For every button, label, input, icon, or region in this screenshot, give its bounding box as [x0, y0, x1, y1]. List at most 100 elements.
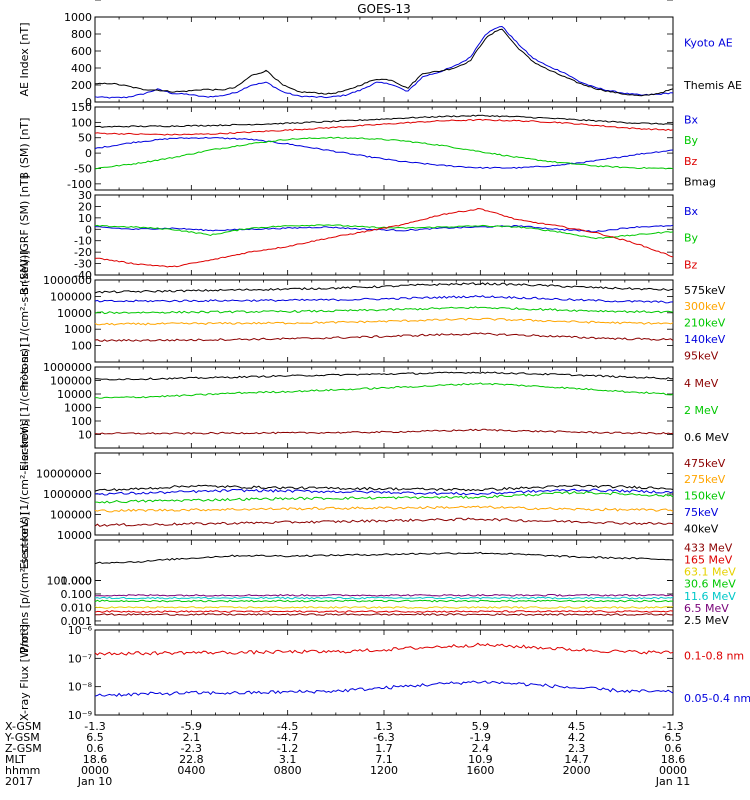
x-row-value: -5.9 [181, 720, 202, 733]
x-row-value: 4.2 [568, 731, 586, 744]
panel-7: 10⁻⁹ 10⁻⁸ 10⁻⁷ 10⁻⁶ X-ray Flux [W/m²] 0.1-0.8… [18, 624, 750, 722]
x-row-value: -1.3 [84, 720, 105, 733]
x-row-label: hhmm [5, 764, 40, 777]
y-axis-label: Electrons [1/(cm²-s-sr)] [18, 344, 31, 471]
series-line-Kyoto-AE [94, 25, 674, 99]
series-line-Bz [94, 118, 674, 136]
legend-label: 433 MeV [684, 541, 733, 554]
y-axis-label: B (SM)-IGRF (SM) [nT] [18, 175, 31, 295]
y-tick-label: 800 [71, 28, 92, 41]
x-row-value: 4.5 [568, 720, 586, 733]
x-row-value: -1.2 [277, 742, 298, 755]
y-tick-label: 1000000 [43, 274, 92, 287]
legend-label: 475keV [684, 457, 726, 470]
x-row-value: Jan 11 [655, 775, 690, 788]
legend-label: 575keV [684, 284, 726, 297]
panel-5: 10000 100000 1000000 10000000 Electrons [1/(… [18, 419, 726, 570]
x-row-value: 2.4 [472, 742, 490, 755]
series-line-475keV [94, 517, 674, 527]
legend-label: Themis AE [683, 79, 742, 92]
y-tick-label: 100000 [50, 509, 92, 522]
x-row-value: 18.6 [83, 753, 108, 766]
y-tick-label: 10000 [57, 307, 92, 320]
x-row-label: Z-GSM [5, 742, 42, 755]
panel-frame [94, 194, 674, 276]
y-tick-label: -10 [74, 235, 92, 248]
y-axis-label: Protons [p/(cm²-s-sr-keV)] [18, 512, 31, 653]
y-tick-label: 10000 [57, 388, 92, 401]
y-tick-label: 0 [85, 147, 92, 160]
panel-0: 0 200 400 600 800 1000 AE Index [nT] Kyoto AE Th… [18, 11, 742, 109]
y-tick-label: 1000000 [43, 361, 92, 374]
legend-label: 40keV [684, 522, 719, 535]
x-row-value: 1200 [370, 764, 398, 777]
series-line-By [94, 136, 674, 170]
series-line-Bz [94, 207, 674, 268]
series-line-63.1-MeV [94, 606, 674, 609]
x-row-value: -2.3 [181, 742, 202, 755]
x-row-value: 10.9 [468, 753, 493, 766]
y-tick-label: -40 [74, 269, 92, 282]
y-tick-label: 10⁻⁸ [68, 681, 93, 694]
x-row-value: 2.3 [568, 742, 586, 755]
x-row-label: Y-GSM [4, 731, 40, 744]
series-line-0.1-0.8-nm [94, 642, 674, 656]
y-tick-label: 150 [71, 101, 92, 114]
legend-label: 11.6 MeV [684, 590, 736, 603]
x-row-value: 5.9 [472, 720, 490, 733]
y-tick-label: 100.000 [47, 574, 93, 587]
x-row-value: 18.6 [661, 753, 686, 766]
x-row-value: -4.7 [277, 731, 298, 744]
y-tick-label: 200 [71, 79, 92, 92]
x-row-value: 2.1 [183, 731, 201, 744]
legend-label: Bx [684, 113, 699, 126]
series-line-140keV [94, 295, 674, 304]
y-tick-label: -20 [74, 246, 92, 259]
series-line-2.5-MeV [94, 551, 673, 565]
x-row-value: -1.3 [662, 720, 683, 733]
panel-frame [94, 539, 674, 626]
series-line-300keV [94, 317, 674, 326]
series-line-165-MeV [94, 610, 674, 613]
series-line-Bx [94, 224, 674, 233]
legend-label: 0.1-0.8 nm [684, 650, 744, 663]
y-tick-label: 10000000 [36, 468, 92, 481]
x-row-value: 1.3 [375, 720, 393, 733]
legend-label: By [684, 232, 699, 245]
y-tick-label: 100 [71, 415, 92, 428]
series-line-4-MeV [94, 428, 674, 435]
series-line-Bmag [94, 114, 674, 128]
y-tick-label: 1000 [64, 402, 92, 415]
y-tick-label: 1000 [64, 11, 92, 24]
y-axis-label: B (SM) [nT] [18, 118, 31, 180]
legend-label: 6.5 MeV [684, 602, 729, 615]
legend-label: 165 MeV [684, 553, 733, 566]
y-tick-label: 30 [78, 189, 92, 202]
x-row-label: X-GSM [5, 720, 41, 733]
y-tick-label: 50 [78, 132, 92, 145]
x-row-value: 1.7 [375, 742, 393, 755]
y-tick-label: 10⁻⁶ [68, 624, 93, 637]
legend-label: Bz [684, 155, 698, 168]
y-tick-label: 1000 [64, 323, 92, 336]
series-line-95keV [94, 332, 674, 342]
x-row-value: -6.3 [373, 731, 394, 744]
series-line-11.6-MeV [94, 596, 674, 600]
series-line-433-MeV [94, 613, 673, 616]
x-row-label: 2017 [5, 775, 33, 788]
y-axis-label: Electrons [1/(cm²-s-sr-keV)] [18, 419, 31, 570]
y-tick-label: 100000 [50, 375, 92, 388]
x-axis-labels: X-GSM -1.3 -5.9 -4.5 1.3 5.9 4.5 -1.3 Y-GSM 6.5 2.… [4, 720, 690, 788]
x-row-value: 6.5 [664, 731, 682, 744]
y-tick-label: 0.001 [61, 615, 93, 628]
legend-label: 210keV [684, 317, 726, 330]
y-tick-label: 100 [71, 116, 92, 129]
legend-label: 2 MeV [684, 404, 719, 417]
legend-label: 75keV [684, 506, 719, 519]
legend-label: Bx [684, 205, 699, 218]
series-line-0.6-MeV [94, 371, 674, 381]
series-line-2-MeV [94, 382, 674, 399]
